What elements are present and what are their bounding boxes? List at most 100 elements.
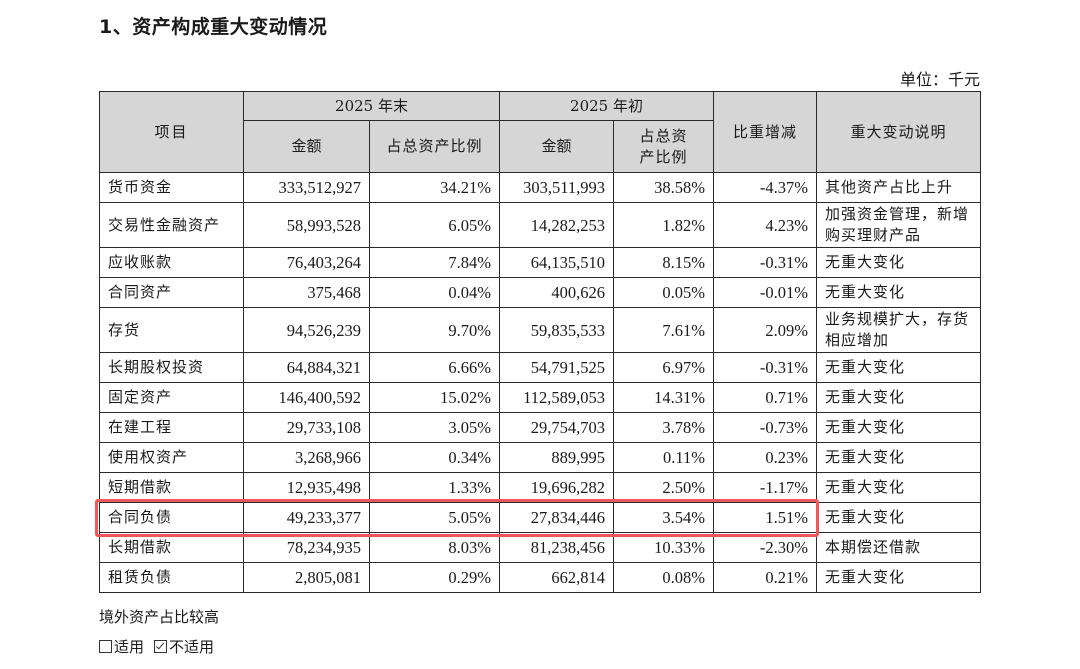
option-not-applicable[interactable]: 不适用 — [154, 636, 214, 657]
row-change: -0.31% — [713, 247, 818, 278]
row-item-name: 租赁负债 — [99, 562, 244, 593]
row-begin-ratio: 0.05% — [613, 277, 715, 308]
row-begin-ratio: 38.58% — [613, 172, 715, 203]
row-change: -0.01% — [713, 277, 818, 308]
row-change: 1.51% — [713, 502, 818, 533]
table-row: 货币资金 333,512,927 34.21% 303,511,993 38.58% -4… — [99, 172, 982, 203]
row-item-name: 应收账款 — [99, 247, 244, 278]
row-begin-amount: 14,282,253 — [499, 202, 615, 248]
row-explanation: 无重大变化 — [816, 382, 982, 413]
row-end-ratio: 8.03% — [368, 532, 501, 563]
row-change: 2.09% — [713, 307, 818, 353]
row-begin-ratio: 10.33% — [613, 532, 715, 563]
row-change: -2.30% — [713, 532, 818, 563]
row-begin-ratio: 3.78% — [613, 412, 715, 443]
row-change: 0.23% — [713, 442, 818, 473]
row-explanation: 其他资产占比上升 — [816, 172, 982, 203]
option-applicable[interactable]: 适用 — [99, 636, 144, 657]
row-end-ratio: 6.66% — [368, 352, 501, 383]
row-item-name: 固定资产 — [99, 382, 244, 413]
row-begin-amount: 662,814 — [499, 562, 615, 593]
table-row: 固定资产 146,400,592 15.02% 112,589,053 14.31% 0.… — [99, 382, 982, 413]
row-item-name: 交易性金融资产 — [99, 202, 244, 248]
row-begin-amount: 54,791,525 — [499, 352, 615, 383]
table-row: 合同负债 49,233,377 5.05% 27,834,446 3.54% 1.51% 无… — [99, 502, 982, 533]
row-end-amount: 3,268,966 — [243, 442, 370, 473]
checkbox-unchecked-icon[interactable] — [99, 640, 112, 653]
header-item: 项目 — [99, 91, 244, 173]
row-explanation: 加强资金管理，新增购买理财产品 — [816, 202, 982, 248]
row-begin-amount: 19,696,282 — [499, 472, 615, 503]
row-item-name: 长期股权投资 — [99, 352, 244, 383]
header-change: 比重增减 — [713, 91, 818, 173]
header-explanation: 重大变动说明 — [816, 91, 982, 173]
row-end-amount: 64,884,321 — [243, 352, 370, 383]
row-end-amount: 12,935,498 — [243, 472, 370, 503]
row-begin-amount: 400,626 — [499, 277, 615, 308]
row-explanation: 无重大变化 — [816, 412, 982, 443]
header-begin-amount: 金额 — [499, 120, 615, 173]
header-end-ratio: 占总资产比例 — [368, 120, 501, 173]
row-begin-amount: 81,238,456 — [499, 532, 615, 563]
row-item-name: 货币资金 — [99, 172, 244, 203]
row-item-name: 存货 — [99, 307, 244, 353]
row-change: -4.37% — [713, 172, 818, 203]
row-change: -0.73% — [713, 412, 818, 443]
row-begin-amount: 889,995 — [499, 442, 615, 473]
applicability-options: 适用 不适用 — [99, 636, 222, 657]
row-end-ratio: 5.05% — [368, 502, 501, 533]
row-change: -0.31% — [713, 352, 818, 383]
row-end-ratio: 34.21% — [368, 172, 501, 203]
row-begin-ratio: 6.97% — [613, 352, 715, 383]
row-item-name: 短期借款 — [99, 472, 244, 503]
row-change: 0.21% — [713, 562, 818, 593]
row-explanation: 无重大变化 — [816, 502, 982, 533]
row-end-ratio: 1.33% — [368, 472, 501, 503]
row-end-ratio: 15.02% — [368, 382, 501, 413]
row-begin-amount: 27,834,446 — [499, 502, 615, 533]
asset-composition-table: 项目 2025 年末 2025 年初 比重增减 重大变动说明 金额 占总资产比例… — [99, 91, 982, 593]
row-explanation: 无重大变化 — [816, 562, 982, 593]
row-end-amount: 146,400,592 — [243, 382, 370, 413]
row-end-ratio: 6.05% — [368, 202, 501, 248]
table-row: 长期借款 78,234,935 8.03% 81,238,456 10.33% -2.30… — [99, 532, 982, 563]
row-end-amount: 78,234,935 — [243, 532, 370, 563]
table-row: 租赁负债 2,805,081 0.29% 662,814 0.08% 0.21% 无重大变化 — [99, 562, 982, 593]
row-begin-ratio: 8.15% — [613, 247, 715, 278]
table-row: 存货 94,526,239 9.70% 59,835,533 7.61% 2.09% 业务规… — [99, 307, 982, 353]
row-begin-amount: 59,835,533 — [499, 307, 615, 353]
table-row: 使用权资产 3,268,966 0.34% 889,995 0.11% 0.23% 无重大变… — [99, 442, 982, 473]
row-end-amount: 29,733,108 — [243, 412, 370, 443]
row-explanation: 无重大变化 — [816, 277, 982, 308]
row-begin-ratio: 1.82% — [613, 202, 715, 248]
table-row: 短期借款 12,935,498 1.33% 19,696,282 2.50% -1.17%… — [99, 472, 982, 503]
option-applicable-label: 适用 — [114, 638, 145, 656]
row-begin-ratio: 2.50% — [613, 472, 715, 503]
row-end-amount: 375,468 — [243, 277, 370, 308]
row-end-amount: 333,512,927 — [243, 172, 370, 203]
row-begin-ratio: 7.61% — [613, 307, 715, 353]
row-end-amount: 76,403,264 — [243, 247, 370, 278]
row-item-name: 合同资产 — [99, 277, 244, 308]
checkbox-checked-icon[interactable] — [154, 640, 168, 653]
row-item-name: 长期借款 — [99, 532, 244, 563]
row-item-name: 使用权资产 — [99, 442, 244, 473]
row-change: 4.23% — [713, 202, 818, 248]
overseas-assets-note: 境外资产占比较高 — [99, 608, 220, 626]
table-row: 长期股权投资 64,884,321 6.66% 54,791,525 6.97% -0.3… — [99, 352, 982, 383]
header-begin-ratio: 占总资产比例 — [613, 120, 715, 173]
row-change: 0.71% — [713, 382, 818, 413]
row-end-ratio: 0.29% — [368, 562, 501, 593]
row-change: -1.17% — [713, 472, 818, 503]
row-end-ratio: 0.34% — [368, 442, 501, 473]
row-begin-amount: 303,511,993 — [499, 172, 615, 203]
row-explanation: 本期偿还借款 — [816, 532, 982, 563]
header-end-amount: 金额 — [243, 120, 370, 173]
row-end-amount: 49,233,377 — [243, 502, 370, 533]
row-begin-amount: 29,754,703 — [499, 412, 615, 443]
row-item-name: 在建工程 — [99, 412, 244, 443]
table-row: 应收账款 76,403,264 7.84% 64,135,510 8.15% -0.31%… — [99, 247, 982, 278]
row-end-ratio: 3.05% — [368, 412, 501, 443]
row-item-name: 合同负债 — [99, 502, 244, 533]
row-explanation: 无重大变化 — [816, 247, 982, 278]
